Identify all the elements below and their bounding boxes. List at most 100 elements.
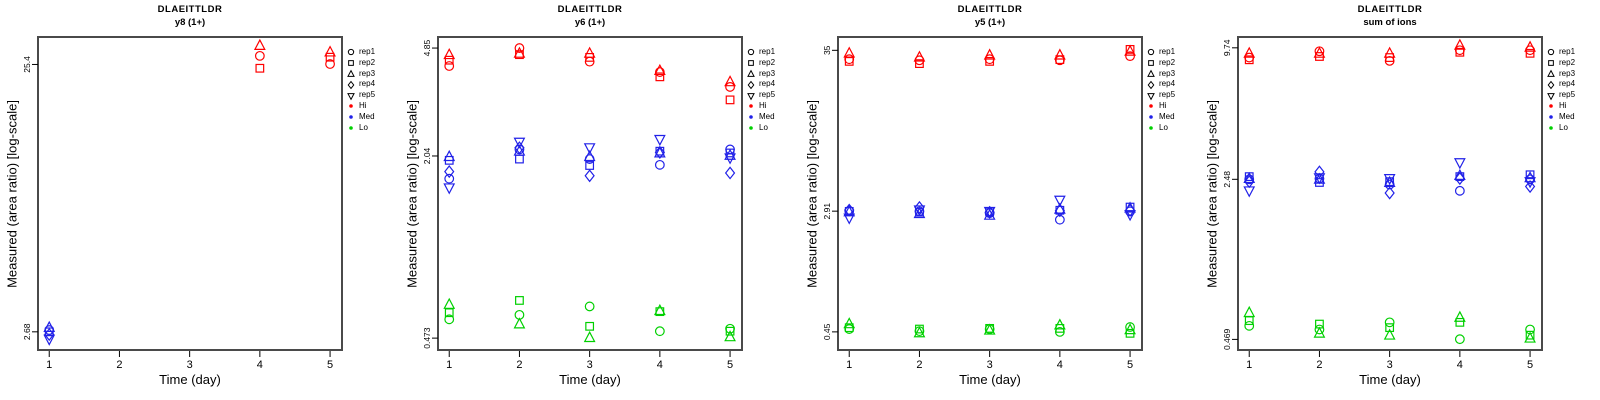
- legend-label: Med: [359, 111, 375, 121]
- x-tick-label: 4: [1457, 359, 1463, 371]
- plot-box: [437, 36, 743, 351]
- legend-item-lo: Lo: [1546, 123, 1575, 134]
- data-point-rep5-med-day5: [1124, 210, 1136, 222]
- legend-label: rep3: [759, 68, 776, 78]
- diamond-icon: [1146, 80, 1156, 90]
- legend-item-hi: Hi: [746, 101, 775, 112]
- legend-label: Hi: [1159, 100, 1167, 110]
- data-point-rep3-hi-day5: [324, 45, 336, 57]
- triangle-up-icon: [1546, 69, 1556, 79]
- legend-label: rep1: [1159, 47, 1176, 56]
- legend-item-rep5: rep5: [746, 90, 775, 101]
- square-icon: [746, 58, 756, 68]
- circle-icon: [746, 47, 756, 57]
- data-point-rep3-hi-day3: [583, 46, 596, 58]
- data-point-rep3-med-day2: [913, 206, 926, 219]
- data-point-rep2-hi-day3: [985, 56, 995, 66]
- data-point-rep2-hi-day1: [444, 55, 454, 65]
- data-point-rep3-lo-day3: [983, 323, 996, 335]
- data-point-rep3-hi-day4: [253, 38, 266, 50]
- plot-area: 1 2 3 4 5 0.469 2.48 9.74: [1222, 36, 1543, 371]
- legend-label: rep2: [759, 57, 776, 67]
- diamond-icon: [746, 80, 756, 90]
- legend-item-rep4: rep4: [1546, 79, 1575, 90]
- data-point-rep3-med-day3: [583, 149, 596, 162]
- y-axis-label: Measured (area ratio) [log-scale]: [404, 100, 420, 288]
- data-point-rep1-med-day1: [444, 173, 455, 184]
- data-point-rep3-lo-day5: [724, 330, 736, 342]
- legend-item-rep5: rep5: [346, 90, 375, 101]
- legend-label: rep5: [1559, 90, 1576, 100]
- triangle-down-icon: [1546, 91, 1556, 101]
- legend-label: rep2: [359, 57, 376, 67]
- data-point-rep3-hi-day2: [913, 50, 926, 62]
- data-point-rep1-lo-day2: [1314, 324, 1325, 335]
- chart-panel-y8-1plus: 1 2 3 4 5 2.68 25.4 DLAEITTLDR y8 (1+) Measure…: [0, 0, 400, 400]
- legend-item-rep1: rep1: [1146, 47, 1175, 58]
- legend-label: Lo: [1559, 122, 1568, 132]
- plot-box: [837, 36, 1143, 351]
- data-point-rep3-hi-day4: [1453, 38, 1466, 50]
- legend-item-lo: Lo: [746, 123, 775, 134]
- x-tick-label: 2: [116, 359, 122, 371]
- chart-title: DLAEITTLDR: [557, 4, 623, 15]
- legend-item-rep5: rep5: [1146, 90, 1175, 101]
- dot-icon: [1546, 112, 1556, 122]
- x-tick-label: 5: [727, 359, 733, 371]
- dot-icon: [1146, 101, 1156, 111]
- x-tick-label: 4: [657, 359, 663, 371]
- chart-panel-y5-1plus: 1 2 3 4 5 0.45 2.91 35 DLAEITTLDR y5 (1+) Measu…: [800, 0, 1200, 400]
- data-point-rep1-hi-day4: [1454, 45, 1465, 56]
- y-tick-label: 35: [822, 45, 832, 55]
- legend-label: Hi: [759, 100, 767, 110]
- x-tick-label: 3: [987, 359, 993, 371]
- dot-icon: [346, 112, 356, 122]
- triangle-up-icon: [1146, 69, 1156, 79]
- data-point-rep2-lo-day1: [444, 308, 454, 318]
- data-point-rep1-med-day4: [1454, 185, 1465, 196]
- data-point-rep1-lo-day3: [1384, 317, 1395, 328]
- data-point-rep1-lo-day4: [1454, 334, 1465, 345]
- legend: rep1 rep2 rep3 rep4 rep5 Hi Med Lo: [746, 47, 775, 133]
- data-point-rep4-med-day1: [44, 327, 55, 342]
- data-point-rep2-hi-day4: [255, 63, 265, 73]
- circle-icon: [1546, 47, 1556, 57]
- data-point-rep4-med-day2: [514, 141, 525, 155]
- legend-label: Med: [759, 111, 775, 121]
- circle-icon: [1146, 47, 1156, 57]
- x-tick-label: 1: [446, 359, 452, 371]
- data-point-rep5-med-day3: [1383, 174, 1396, 186]
- legend-item-rep4: rep4: [346, 79, 375, 90]
- data-point-rep5-med-day1: [43, 334, 56, 346]
- legend-item-rep4: rep4: [746, 79, 775, 90]
- data-point-rep4-med-day5: [1524, 179, 1536, 194]
- plot-box: [37, 36, 343, 351]
- legend-item-lo: Lo: [1146, 123, 1175, 134]
- y-axis-label: Measured (area ratio) [log-scale]: [1204, 100, 1220, 288]
- legend-label: rep3: [1559, 68, 1576, 78]
- legend-label: rep1: [1559, 47, 1576, 56]
- y-axis-label: Measured (area ratio) [log-scale]: [4, 100, 20, 288]
- data-point-rep3-hi-day4: [1053, 48, 1066, 60]
- data-point-rep3-lo-day4: [1453, 310, 1466, 322]
- data-point-rep3-lo-day4: [653, 303, 666, 316]
- x-tick-label: 5: [327, 359, 333, 371]
- data-point-rep5-med-day4: [1453, 158, 1466, 170]
- data-point-rep5-med-day1: [443, 183, 456, 195]
- legend-item-med: Med: [346, 112, 375, 123]
- chart-subtitle: sum of ions: [1363, 17, 1417, 28]
- data-point-rep5-med-day4: [653, 134, 666, 147]
- data-point-rep5-med-day2: [913, 205, 926, 217]
- data-point-rep2-lo-day2: [915, 324, 924, 334]
- plot-box: [1237, 36, 1543, 351]
- y-tick-label: 9.74: [1222, 39, 1232, 56]
- data-point-rep3-hi-day2: [513, 46, 526, 58]
- plot-area: 1 2 3 4 5 2.68 25.4: [22, 36, 343, 371]
- data-point-rep5-med-day3: [983, 206, 996, 219]
- dot-icon: [1146, 112, 1156, 122]
- legend-item-rep3: rep3: [346, 69, 375, 80]
- legend-label: rep1: [359, 47, 376, 56]
- triangle-down-icon: [346, 91, 356, 101]
- legend-item-rep4: rep4: [1146, 79, 1175, 90]
- data-point-rep3-lo-day5: [1524, 331, 1536, 343]
